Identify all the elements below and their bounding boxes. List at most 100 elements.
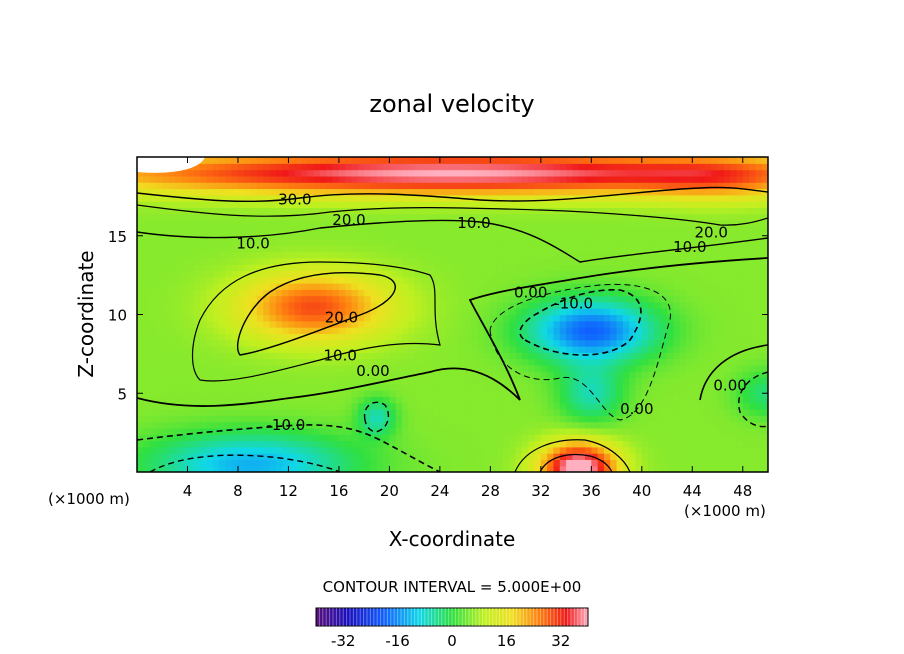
heatmap-cell [755, 301, 763, 309]
heatmap-cell [547, 402, 555, 410]
heatmap-cell [439, 427, 447, 435]
heatmap-cell [452, 383, 460, 391]
heatmap-cell [187, 207, 195, 215]
heatmap-cell [446, 308, 454, 316]
heatmap-cell [181, 453, 189, 460]
heatmap-cell [622, 301, 630, 309]
heatmap-cell [294, 427, 302, 435]
heatmap-cell [679, 352, 687, 360]
heatmap-cell [181, 459, 189, 467]
heatmap-cell [591, 465, 599, 472]
heatmap-cell [155, 327, 163, 334]
heatmap-cell [585, 314, 592, 322]
heatmap-cell [231, 339, 239, 347]
heatmap-cell [667, 358, 674, 366]
heatmap-cell [465, 245, 473, 253]
heatmap-cell [364, 358, 372, 366]
heatmap-cell [540, 270, 548, 278]
heatmap-cell [301, 446, 308, 454]
heatmap-cell [515, 207, 523, 215]
heatmap-cell [730, 383, 738, 391]
heatmap-cell [465, 220, 473, 227]
heatmap-cell [326, 295, 334, 303]
heatmap-cell [471, 238, 479, 246]
heatmap-cell [383, 339, 390, 347]
heatmap-cell [155, 465, 163, 472]
heatmap-cell [376, 440, 384, 448]
heatmap-cell [685, 339, 693, 347]
heatmap-cell [755, 188, 763, 196]
heatmap-cell [269, 409, 277, 416]
heatmap-cell [219, 157, 226, 164]
heatmap-cell [351, 358, 359, 366]
heatmap-cell [351, 257, 359, 265]
heatmap-cell [540, 188, 548, 196]
heatmap-cell [534, 289, 542, 297]
heatmap-cell [635, 257, 643, 265]
heatmap-cell [749, 383, 756, 391]
heatmap-cell [383, 320, 390, 328]
heatmap-cell [471, 264, 479, 271]
heatmap-cell [578, 295, 586, 303]
heatmap-cell [433, 207, 441, 215]
heatmap-cell [200, 327, 208, 334]
heatmap-cell [458, 226, 466, 234]
heatmap-cell [667, 232, 674, 240]
heatmap-cell [143, 453, 151, 460]
heatmap-cell [162, 421, 170, 429]
heatmap-cell [168, 446, 176, 454]
heatmap-cell [597, 327, 605, 334]
heatmap-cell [389, 270, 397, 278]
heatmap-cell [137, 257, 144, 265]
heatmap-cell [275, 427, 283, 435]
heatmap-cell [654, 220, 662, 227]
heatmap-cell [685, 245, 693, 253]
heatmap-cell [219, 163, 226, 171]
heatmap-cell [515, 390, 523, 397]
heatmap-cell [509, 421, 517, 429]
heatmap-cell [622, 415, 630, 423]
heatmap-cell [206, 245, 214, 253]
heatmap-cell [168, 169, 176, 177]
heatmap-cell [168, 270, 176, 278]
heatmap-cell [458, 169, 466, 177]
heatmap-cell [143, 333, 151, 341]
heatmap-cell [553, 182, 561, 190]
heatmap-cell [704, 194, 712, 202]
heatmap-cell [610, 339, 618, 347]
heatmap-cell [673, 226, 681, 234]
heatmap-cell [294, 188, 302, 196]
heatmap-cell [206, 163, 214, 171]
heatmap-cell [540, 201, 548, 208]
heatmap-cell [635, 182, 643, 190]
heatmap-cell [206, 364, 214, 372]
heatmap-cell [723, 383, 731, 391]
heatmap-cell [364, 459, 372, 467]
heatmap-cell [660, 440, 668, 448]
heatmap-cell [219, 270, 226, 278]
heatmap-cell [471, 415, 479, 423]
heatmap-cell [162, 188, 170, 196]
heatmap-cell [566, 257, 573, 265]
heatmap-cell [736, 358, 744, 366]
heatmap-cell [187, 327, 195, 334]
heatmap-cell [660, 213, 668, 221]
heatmap-cell [149, 371, 157, 379]
heatmap-cell [275, 213, 283, 221]
heatmap-cell [559, 352, 567, 360]
heatmap-cell [547, 415, 555, 423]
heatmap-cell [578, 453, 586, 460]
heatmap-cell [667, 163, 674, 171]
heatmap-cell [698, 352, 706, 360]
heatmap-cell [490, 427, 498, 435]
heatmap-cell [622, 157, 630, 164]
heatmap-cell [137, 295, 144, 303]
heatmap-cell [591, 409, 599, 416]
heatmap-cell [351, 289, 359, 297]
heatmap-cell [338, 421, 346, 429]
heatmap-cell [730, 396, 738, 404]
heatmap-cell [250, 352, 258, 360]
heatmap-cell [616, 283, 624, 290]
heatmap-cell [162, 339, 170, 347]
heatmap-cell [477, 232, 485, 240]
